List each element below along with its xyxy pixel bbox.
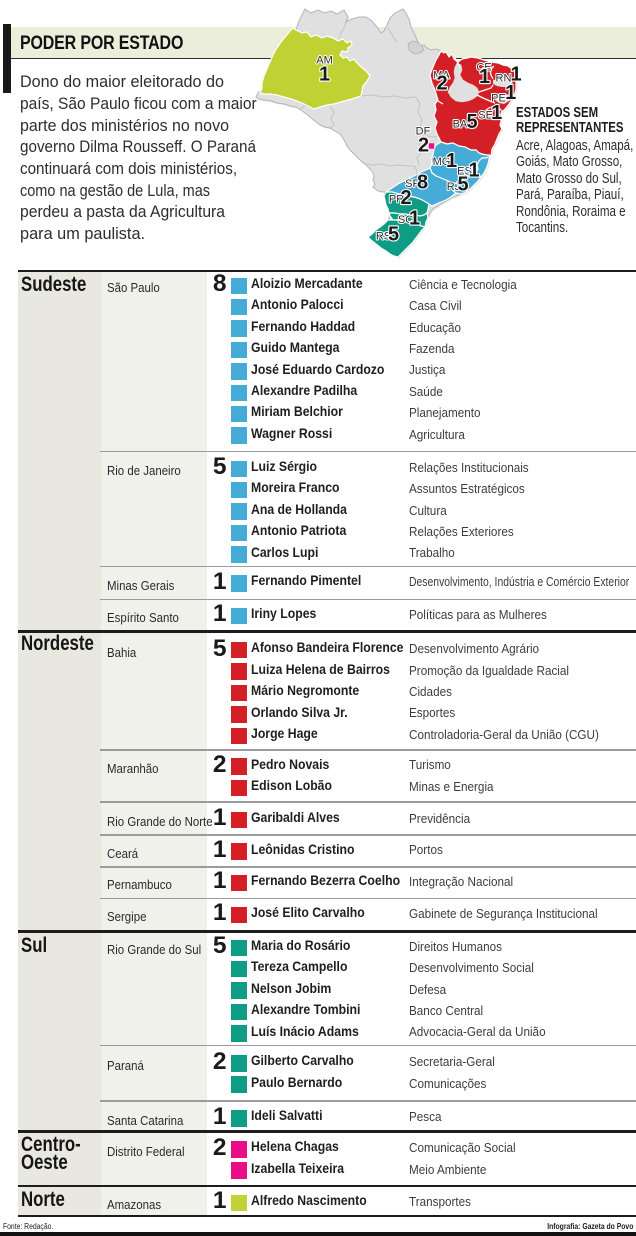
svg-text:8: 8 <box>417 172 428 194</box>
svg-text:2: 2 <box>418 135 429 157</box>
svg-text:1: 1 <box>319 64 330 86</box>
svg-text:1: 1 <box>491 102 502 124</box>
svg-text:2: 2 <box>400 187 411 209</box>
svg-text:AM: AM <box>316 55 333 67</box>
svg-text:5: 5 <box>457 174 468 196</box>
svg-text:ES: ES <box>457 166 472 178</box>
svg-text:RN: RN <box>496 72 512 84</box>
svg-text:SE: SE <box>478 109 493 121</box>
svg-text:SP: SP <box>405 178 420 190</box>
svg-text:BA: BA <box>453 119 468 131</box>
svg-text:1: 1 <box>505 82 516 104</box>
svg-text:RJ: RJ <box>447 181 460 193</box>
svg-text:MG: MG <box>433 156 451 168</box>
svg-text:RS: RS <box>376 231 391 243</box>
svg-text:5: 5 <box>388 224 399 246</box>
svg-text:1: 1 <box>409 208 420 230</box>
svg-text:5: 5 <box>466 111 477 133</box>
svg-text:SC: SC <box>398 214 413 226</box>
svg-text:1: 1 <box>479 66 490 88</box>
svg-text:2: 2 <box>436 73 447 95</box>
svg-text:1: 1 <box>510 63 521 85</box>
svg-text:1: 1 <box>468 160 479 182</box>
svg-text:PR: PR <box>389 194 404 206</box>
svg-text:CE: CE <box>476 62 491 74</box>
svg-text:1: 1 <box>446 150 457 172</box>
svg-text:PE: PE <box>491 92 506 104</box>
svg-text:MA: MA <box>433 70 450 82</box>
svg-text:DF: DF <box>416 126 431 138</box>
